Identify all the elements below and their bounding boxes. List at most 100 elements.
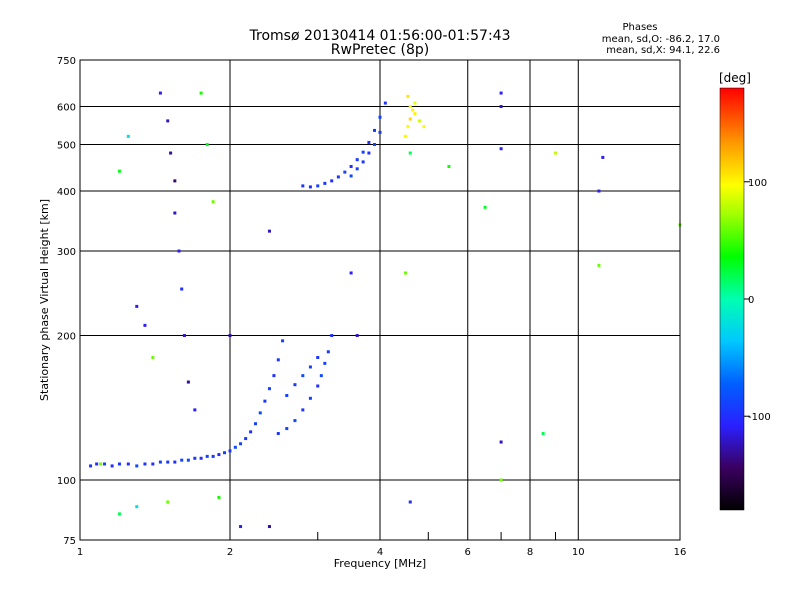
data-point xyxy=(406,125,410,129)
chart-subtitle: RwPretec (8p) xyxy=(331,42,429,58)
stats-heading: Phases xyxy=(622,22,657,33)
chart-title: Tromsø 20130414 01:56:00-01:57:43 xyxy=(249,28,511,44)
data-point xyxy=(267,387,271,391)
data-point xyxy=(499,91,503,95)
y-tick-label: 400 xyxy=(57,187,76,198)
data-point xyxy=(217,495,221,499)
y-tick-label: 75 xyxy=(63,536,76,547)
x-tick-label: 10 xyxy=(572,547,585,558)
x-tick-label: 2 xyxy=(227,547,233,558)
data-point xyxy=(406,94,410,98)
data-point xyxy=(182,334,186,338)
data-point xyxy=(355,167,359,171)
data-point xyxy=(301,374,305,378)
colorbar-tick-label: 0 xyxy=(748,295,754,306)
data-point xyxy=(228,449,232,453)
data-point xyxy=(211,454,215,458)
data-point xyxy=(217,453,221,457)
data-point xyxy=(233,445,237,449)
data-point xyxy=(276,358,280,362)
data-point xyxy=(343,170,347,174)
data-point xyxy=(355,334,359,338)
data-point xyxy=(103,462,107,466)
x-tick-label: 4 xyxy=(377,547,383,558)
colorbar-tick-label: -100 xyxy=(748,412,771,423)
data-point xyxy=(228,334,232,338)
data-point xyxy=(199,91,203,95)
data-point xyxy=(166,500,170,504)
colorbar-label: [deg] xyxy=(719,71,751,85)
data-point xyxy=(166,460,170,464)
data-point xyxy=(135,505,139,509)
data-point xyxy=(308,365,312,369)
data-point xyxy=(367,151,371,155)
y-tick-label: 300 xyxy=(57,247,76,258)
data-point xyxy=(253,422,257,426)
data-point xyxy=(323,361,327,365)
y-tick-label: 600 xyxy=(57,103,76,114)
x-tick-label: 16 xyxy=(674,547,687,558)
data-point xyxy=(422,125,426,129)
y-axis-label: Stationary phase Virtual Height [km] xyxy=(38,199,51,401)
data-point xyxy=(373,128,377,132)
data-point xyxy=(95,462,99,466)
data-point xyxy=(408,500,412,504)
x-axis-label: Frequency [MHz] xyxy=(334,557,426,570)
data-point xyxy=(326,350,330,354)
data-point xyxy=(349,174,353,178)
data-point xyxy=(285,427,289,431)
data-point xyxy=(355,158,359,162)
y-tick-label: 100 xyxy=(57,476,76,487)
data-point xyxy=(411,108,415,112)
y-tick-label: 200 xyxy=(57,332,76,343)
data-point xyxy=(541,432,545,436)
data-point xyxy=(601,155,605,159)
data-point xyxy=(301,184,305,188)
data-point xyxy=(361,150,365,154)
data-point xyxy=(126,134,130,138)
data-point xyxy=(117,512,121,516)
data-point xyxy=(499,147,503,151)
data-point xyxy=(378,115,382,119)
data-point xyxy=(281,339,285,343)
data-point xyxy=(597,263,601,267)
data-point xyxy=(135,304,139,308)
data-point xyxy=(276,432,280,436)
data-point xyxy=(413,112,417,116)
data-point xyxy=(89,464,93,468)
data-point xyxy=(499,478,503,482)
data-point xyxy=(408,105,412,109)
data-point xyxy=(293,383,297,387)
x-axis-ticks: 1 2 4 6 8 10 16 xyxy=(77,532,687,558)
data-point xyxy=(239,525,243,529)
data-point xyxy=(323,181,327,185)
data-point xyxy=(193,408,197,412)
data-point xyxy=(135,464,139,468)
colorbar-ticks: 100 0 -100 xyxy=(744,178,771,423)
data-point xyxy=(143,462,147,466)
data-point xyxy=(249,430,253,434)
data-point xyxy=(193,456,197,460)
data-point xyxy=(267,229,271,233)
data-point xyxy=(319,374,323,378)
data-point xyxy=(126,462,130,466)
data-point xyxy=(143,323,147,327)
data-point xyxy=(223,451,227,455)
data-point xyxy=(349,164,353,168)
data-point xyxy=(151,462,155,466)
data-point xyxy=(483,205,487,209)
data-point xyxy=(263,399,267,403)
data-point xyxy=(316,355,320,359)
data-point xyxy=(373,143,377,147)
data-point xyxy=(239,442,243,446)
data-point xyxy=(267,525,271,529)
data-point xyxy=(301,408,305,412)
data-point xyxy=(158,91,162,95)
data-point xyxy=(499,440,503,444)
data-point xyxy=(173,179,177,183)
data-point xyxy=(169,151,173,155)
data-point xyxy=(408,151,412,155)
data-point xyxy=(258,411,262,415)
data-point xyxy=(166,119,170,123)
